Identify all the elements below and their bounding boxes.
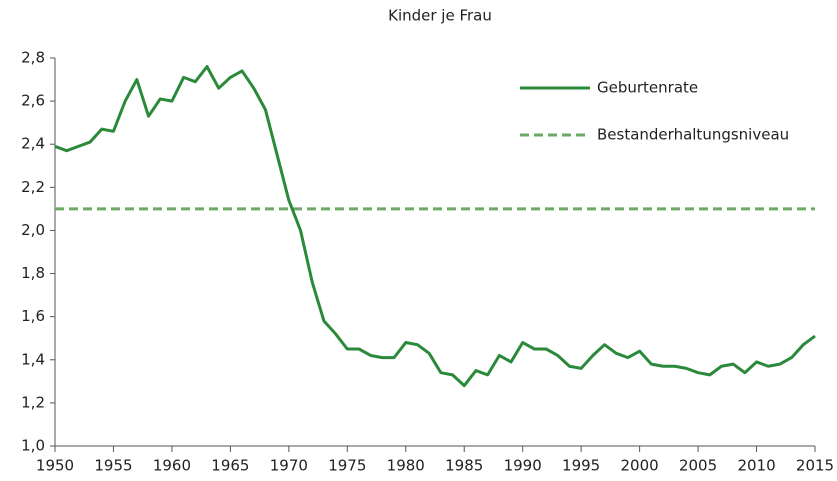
x-tick-label: 1965 bbox=[211, 457, 249, 475]
y-tick-label: 2,8 bbox=[21, 49, 45, 67]
x-tick-label: 1960 bbox=[153, 457, 191, 475]
data-line bbox=[54, 65, 816, 388]
y-tick-label: 2,0 bbox=[21, 221, 45, 239]
y-tick-label: 2,2 bbox=[21, 178, 45, 196]
x-tick-label: 2000 bbox=[621, 457, 659, 475]
x-tick-label: 1970 bbox=[270, 457, 308, 475]
y-tick-label: 1,6 bbox=[21, 307, 45, 325]
x-tick-label: 1990 bbox=[504, 457, 542, 475]
x-tick-label: 2015 bbox=[796, 457, 834, 475]
legend-label: Bestanderhaltungsniveau bbox=[597, 126, 789, 144]
legend-label: Geburtenrate bbox=[597, 79, 698, 97]
x-tick-label: 1985 bbox=[445, 457, 483, 475]
y-tick-label: 1,0 bbox=[21, 437, 45, 455]
y-tick-label: 1,8 bbox=[21, 264, 45, 282]
y-tick-label: 1,2 bbox=[21, 393, 45, 411]
x-tick-label: 2005 bbox=[679, 457, 717, 475]
x-tick-label: 1955 bbox=[94, 457, 132, 475]
x-tick-label: 1950 bbox=[36, 457, 74, 475]
y-tick-label: 1,4 bbox=[21, 350, 45, 368]
x-tick-label: 1980 bbox=[387, 457, 425, 475]
x-tick-label: 1975 bbox=[328, 457, 366, 475]
y-tick-label: 2,4 bbox=[21, 135, 45, 153]
chart-title: Kinder je Frau bbox=[388, 7, 492, 25]
x-tick-label: 1995 bbox=[562, 457, 600, 475]
x-tick-label: 2010 bbox=[737, 457, 775, 475]
y-tick-label: 2,6 bbox=[21, 92, 45, 110]
